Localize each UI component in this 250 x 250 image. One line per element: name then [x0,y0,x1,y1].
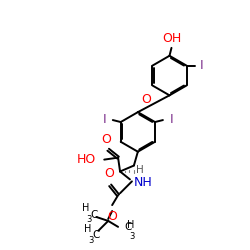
Text: C: C [92,230,100,240]
Text: O: O [107,210,117,223]
Text: I: I [200,59,203,72]
Text: HO: HO [77,153,96,166]
Text: C: C [90,210,98,220]
Text: O: O [101,133,111,146]
Text: 3: 3 [88,236,94,245]
Text: O: O [104,168,114,180]
Text: OH: OH [162,32,181,45]
Text: 3: 3 [86,215,92,224]
Text: O: O [141,93,151,106]
Text: I: I [170,112,173,126]
Text: H: H [84,224,92,234]
Text: H: H [136,166,144,175]
Text: NH: NH [134,176,153,189]
Text: H: H [82,203,90,213]
Text: I: I [102,112,106,126]
Text: 3: 3 [129,232,134,241]
Text: C: C [124,222,132,232]
Text: H: H [127,220,134,230]
